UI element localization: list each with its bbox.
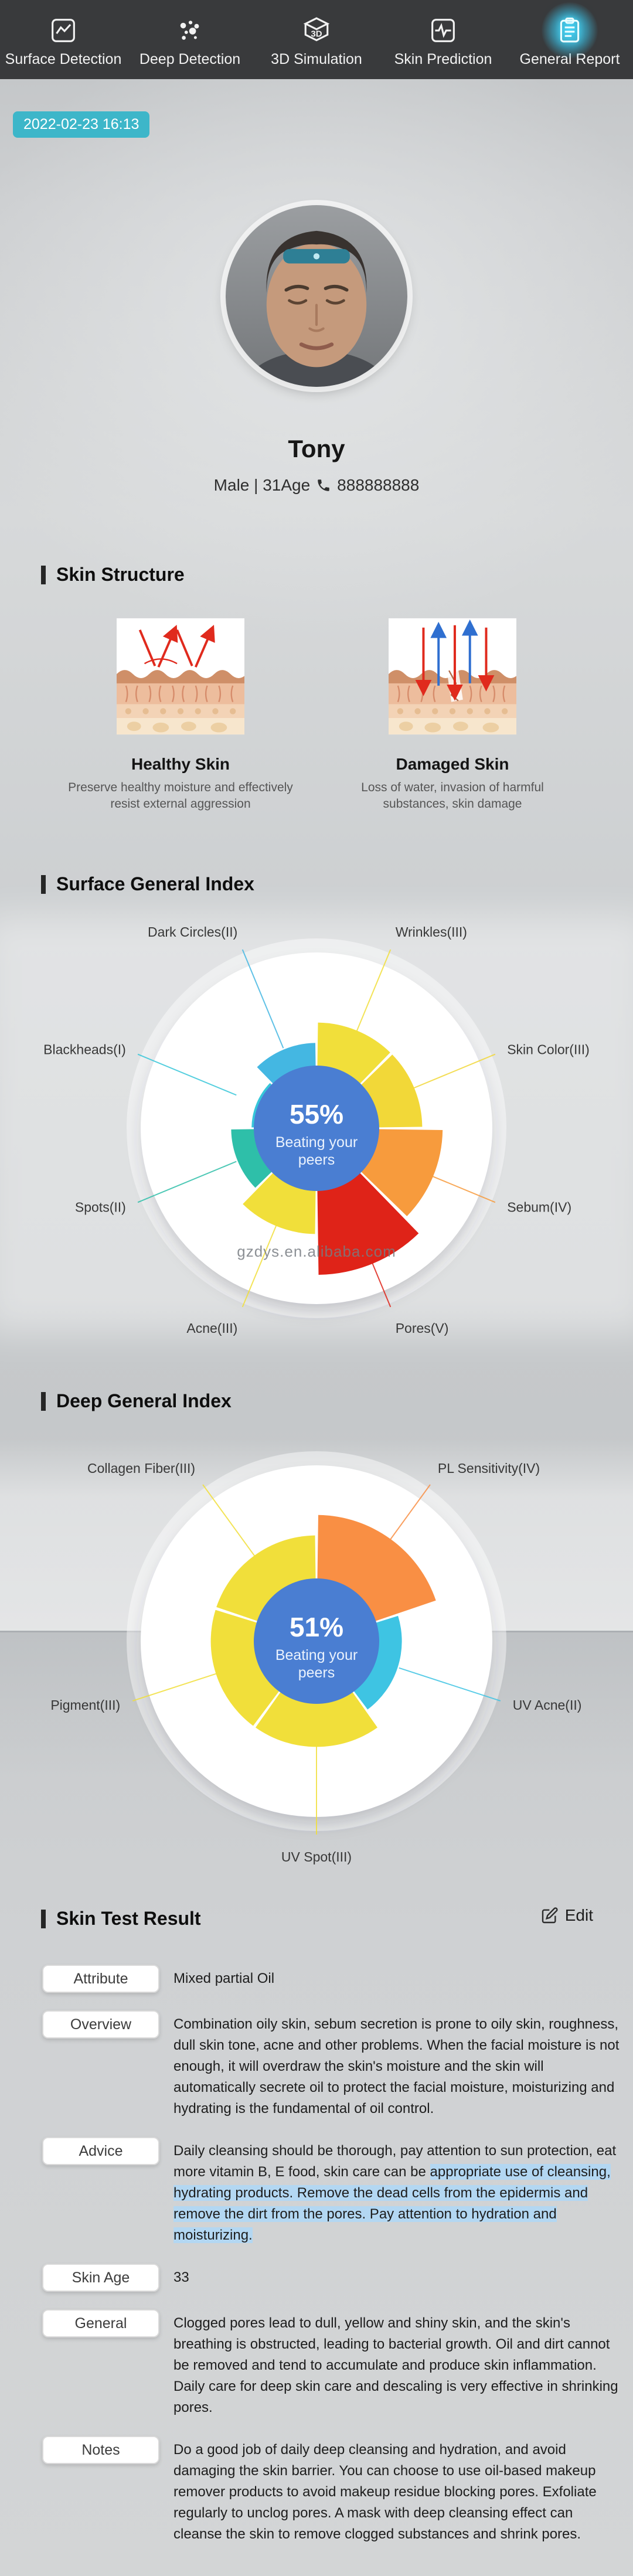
row-label-pill: Attribute [42,1965,159,1993]
chart-sector-label: Sebum(IV) [507,1200,571,1215]
damaged-skin-title: Damaged Skin [396,755,509,773]
svg-text:3D: 3D [311,29,322,39]
chart-center-value: 55% [290,1099,343,1129]
edit-button[interactable]: Edit [540,1906,593,1925]
row-label-pill: Overview [42,2010,159,2039]
tab-label: Deep Detection [139,51,241,67]
phone-icon [316,478,331,493]
timestamp-badge: 2022-02-23 16:13 [13,111,150,138]
row-text: 33 [173,2269,189,2285]
chart-sector-label: UV Acne(II) [513,1697,582,1713]
chart-center-label: Beating your [275,1647,358,1663]
test-result-rows: Attribute Mixed partial Oil Overview Com… [0,1965,633,2563]
test-result-header: Skin Test Result [41,1908,201,1930]
chart-sector-label: Pores(V) [396,1321,449,1336]
tab-general-report[interactable]: General Report [506,0,633,79]
row-text: Do a good job of daily deep cleansing an… [173,2442,597,2542]
chart-center-label: peers [298,1665,335,1681]
chart-spoke [137,1161,237,1203]
profile-name: Tony [288,435,345,462]
section-title: Deep General Index [56,1390,232,1411]
chart-spoke [137,1053,237,1096]
row-text: Daily cleansing should be thorough, pay … [173,2137,620,2246]
chart-sector-label: Pigment(III) [50,1697,120,1713]
dots-cluster-icon [173,15,207,46]
header-bar [41,874,46,894]
damaged-skin-desc: Loss of water, invasion of harmful subst… [361,781,544,811]
chart-sector-label: Skin Color(III) [507,1042,590,1057]
profile-meta: Male | 31Age 888888888 [0,476,633,495]
result-row-overview: Overview Combination oily skin, sebum se… [0,2010,633,2119]
healthy-skin-title: Healthy Skin [131,755,230,773]
surface-index-header: Surface General Index [41,873,254,895]
chart-spoke [399,1667,501,1702]
section-title: Surface General Index [56,873,254,894]
result-row-general: General Clogged pores lead to dull, yell… [0,2309,633,2418]
chart-center-label: Beating your [275,1134,358,1151]
row-label-pill: Skin Age [42,2264,159,2292]
line-chart-icon [46,15,80,46]
row-text: Clogged pores lead to dull, yellow and s… [173,2315,618,2415]
chart-spoke [241,949,284,1049]
chart-center-circle [254,1066,379,1191]
chart-sector-label: Acne(III) [186,1321,237,1336]
tab-deep-detection[interactable]: Deep Detection [127,0,253,79]
profile-gender-age: Male | 31Age [213,476,311,494]
tab-label: Surface Detection [5,51,122,67]
watermark: gzdys.en.alibaba.com [237,1243,396,1260]
result-row-advice: Advice Daily cleansing should be thoroug… [0,2137,633,2246]
healthy-skin-illustration [117,614,244,739]
row-label-pill: Advice [42,2137,159,2165]
chart-sector-label: PL Sensitivity(IV) [438,1461,540,1476]
section-title: Skin Test Result [56,1908,201,1929]
result-row-notes: Notes Do a good job of daily deep cleans… [0,2436,633,2545]
row-text: Mixed partial Oil [173,1971,275,1986]
chart-sector-label: Collagen Fiber(III) [87,1461,195,1476]
damaged-skin-illustration [389,614,516,739]
edit-pencil-icon [542,1907,558,1924]
tab-label: 3D Simulation [271,51,362,67]
tab-surface-detection[interactable]: Surface Detection [0,0,127,79]
chart-center-value: 51% [290,1612,343,1642]
chart-sector-label: Dark Circles(II) [148,924,237,940]
tab-skin-prediction[interactable]: Skin Prediction [380,0,506,79]
chart-center-label: peers [298,1152,335,1168]
cube-3d-icon: 3D [300,15,333,46]
header-bar [41,1391,46,1411]
healthy-skin-desc: Preserve healthy moisture and effectivel… [68,781,293,811]
clipboard-icon [553,15,587,46]
section-title: Skin Structure [56,564,185,585]
chart-sector-label: Wrinkles(III) [396,924,467,940]
skin-structure-header: Skin Structure [41,564,185,586]
damaged-skin-column: Damaged Skin Loss of water, invasion of … [326,614,578,812]
deep-index-header: Deep General Index [41,1390,232,1412]
chart-center-circle [254,1578,379,1704]
row-text: Combination oily skin, sebum secretion i… [173,2016,620,2116]
row-label-pill: Notes [42,2436,159,2464]
top-nav: Surface Detection Deep Detection [0,0,633,79]
tab-3d-simulation[interactable]: 3D 3D Simulation [253,0,380,79]
edit-label: Edit [564,1906,593,1924]
tab-label: Skin Prediction [394,51,492,67]
advice-text: Daily cleansing should be thorough, pay … [173,2143,617,2180]
skin-structure-diagrams: Healthy Skin Preserve healthy moisture a… [0,614,633,812]
result-row-attribute: Attribute Mixed partial Oil [0,1965,633,1993]
profile-phone: 888888888 [337,476,420,494]
result-row-skin-age: Skin Age 33 [0,2264,633,2292]
header-bar [41,565,46,584]
chart-sector-label: UV Spot(III) [281,1849,352,1864]
waveform-icon [426,15,460,46]
deep-index-chart: 51% Beating your peers PL Sensitivity(IV) UV… [50,1451,582,1864]
avatar [226,205,407,387]
row-label-pill: General [42,2309,159,2337]
header-bar [41,1909,46,1928]
chart-sector-label: Spots(II) [75,1200,126,1215]
healthy-skin-column: Healthy Skin Preserve healthy moisture a… [55,614,307,812]
chart-sector-label: Blackheads(I) [43,1042,126,1057]
